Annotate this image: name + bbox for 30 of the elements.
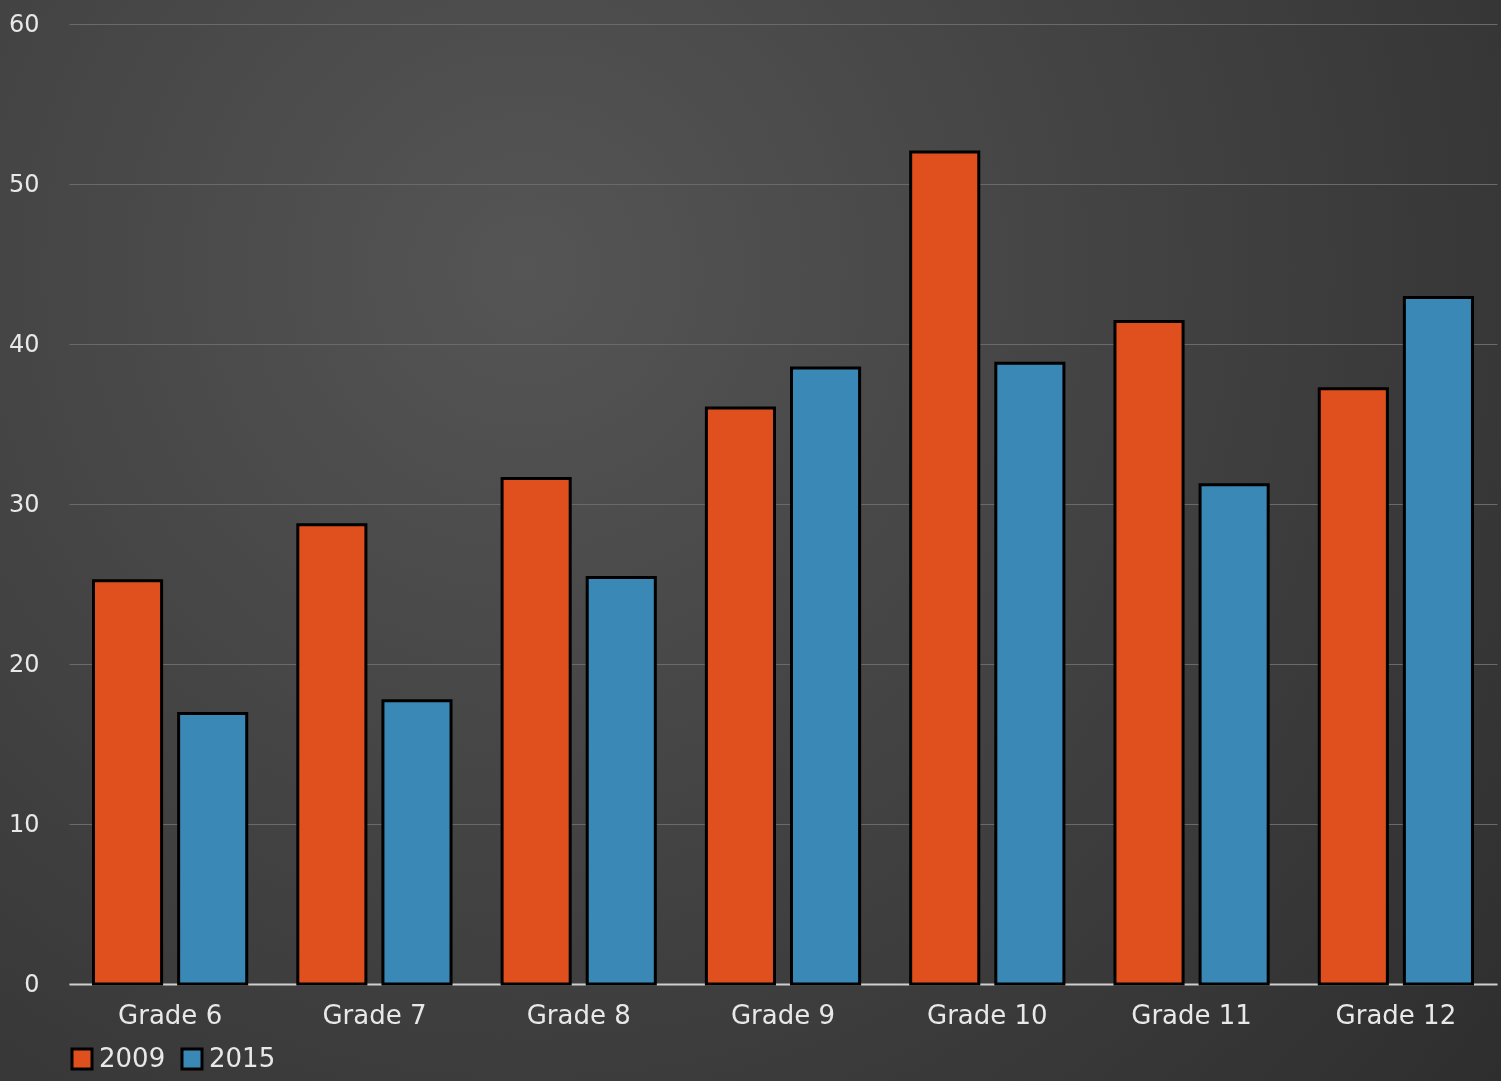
bar [92,579,164,986]
y-tick-label: 10 [8,809,40,838]
y-tick-label: 40 [8,329,40,358]
bar [909,150,981,986]
y-tick-label: 30 [8,489,40,518]
x-tick-label: Grade 7 [322,999,427,1030]
bar [500,476,572,986]
bar [994,361,1066,986]
x-tick-label: Grade 10 [926,999,1048,1030]
bar [381,699,453,986]
x-tick-label: Grade 8 [526,999,631,1030]
y-tick-label: 60 [8,9,40,38]
legend-label: 2015 [209,1043,276,1073]
y-tick-label: 0 [24,969,40,998]
legend-label: 2009 [99,1043,166,1073]
x-tick-label: Grade 12 [1335,999,1457,1030]
bar [1402,296,1474,986]
y-tick-label: 20 [8,649,40,678]
bar [585,576,657,986]
bar [296,523,368,986]
y-tick-label: 50 [8,169,40,198]
x-tick-label: Grade 9 [730,999,836,1030]
bar [1317,387,1389,986]
bar [704,406,776,986]
bar [177,712,249,986]
x-tick-label: Grade 11 [1131,999,1252,1030]
x-tick-label: Grade 6 [118,999,223,1030]
bar [1113,320,1185,986]
bar [790,366,862,986]
bar [1198,483,1270,986]
